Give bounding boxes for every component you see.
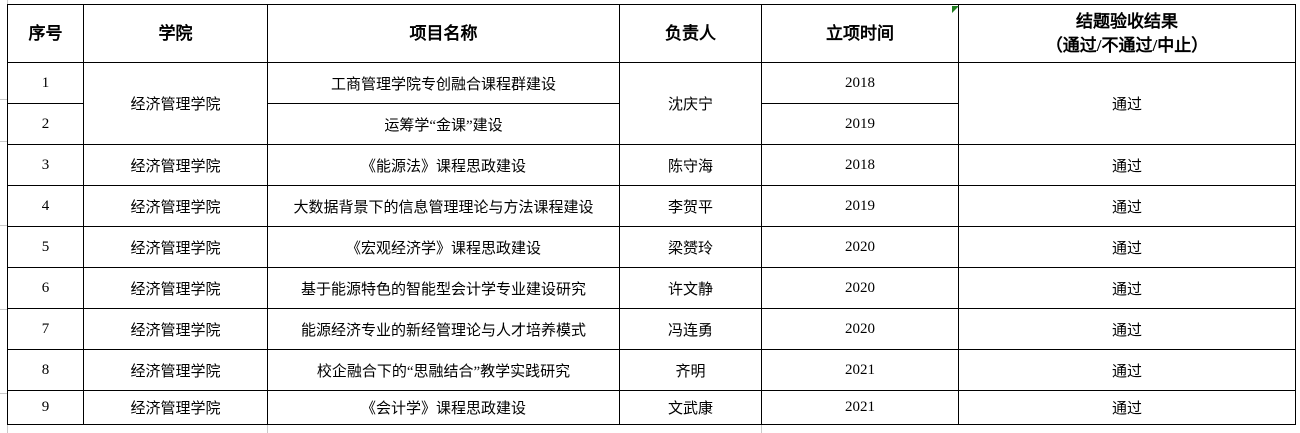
cell-college[interactable]: 经济管理学院 <box>83 267 268 309</box>
cell-year[interactable]: 2018 <box>761 144 959 186</box>
cell-leader[interactable]: 文武康 <box>619 390 762 425</box>
header-leader[interactable]: 负责人 <box>619 4 762 63</box>
cell-project[interactable]: 校企融合下的“思融结合”教学实践研究 <box>267 349 620 391</box>
gridline-stub <box>7 425 8 433</box>
table-row: 5 经济管理学院 《宏观经济学》课程思政建设 梁赟玲 2020 通过 <box>7 226 1296 268</box>
cell-year[interactable]: 2019 <box>761 185 959 227</box>
cell-index[interactable]: 8 <box>7 349 84 391</box>
gridline-stub <box>0 393 7 394</box>
header-result-line2: （通过/不通过/中止） <box>1045 35 1209 55</box>
gridline-stub <box>0 309 7 310</box>
table-row: 2 运筹学“金课”建设 2019 <box>7 103 1296 145</box>
cell-result[interactable]: 通过 <box>958 308 1296 350</box>
cell-result[interactable]: 通过 <box>958 390 1296 425</box>
cell-year[interactable]: 2018 <box>761 62 959 104</box>
cell-project[interactable]: 工商管理学院专创融合课程群建设 <box>267 62 620 104</box>
cell-result[interactable]: 通过 <box>958 349 1296 391</box>
cell-leader[interactable]: 许文静 <box>619 267 762 309</box>
header-college[interactable]: 学院 <box>83 4 268 63</box>
cell-year[interactable]: 2021 <box>761 349 959 391</box>
cell-year[interactable]: 2020 <box>761 226 959 268</box>
cell-index[interactable]: 9 <box>7 390 84 425</box>
gridline-stub <box>761 425 762 433</box>
cell-result[interactable]: 通过 <box>958 226 1296 268</box>
cell-project[interactable]: 运筹学“金课”建设 <box>267 103 620 145</box>
cell-index[interactable]: 6 <box>7 267 84 309</box>
cell-project[interactable]: 能源经济专业的新经管理论与人才培养模式 <box>267 308 620 350</box>
gridline-stub <box>7 0 8 4</box>
table-row: 8 经济管理学院 校企融合下的“思融结合”教学实践研究 齐明 2021 通过 <box>7 349 1296 391</box>
cell-index[interactable]: 4 <box>7 185 84 227</box>
cell-year[interactable]: 2020 <box>761 308 959 350</box>
header-year[interactable]: 立项时间 <box>761 4 959 63</box>
projects-table: 序号 学院 项目名称 负责人 立项时间 结题验收结果 （通过/不通过/中止） 1… <box>7 4 1296 425</box>
cell-college[interactable]: 经济管理学院 <box>83 144 268 186</box>
cell-error-indicator-icon <box>952 6 959 13</box>
cell-leader[interactable]: 李贺平 <box>619 185 762 227</box>
table-row: 4 经济管理学院 大数据背景下的信息管理理论与方法课程建设 李贺平 2019 通过 <box>7 185 1296 227</box>
gridline-stub <box>0 225 7 226</box>
cell-project[interactable]: 《宏观经济学》课程思政建设 <box>267 226 620 268</box>
cell-year[interactable]: 2020 <box>761 267 959 309</box>
header-result[interactable]: 结题验收结果 （通过/不通过/中止） <box>958 4 1296 63</box>
gridline-stub <box>0 141 7 142</box>
header-result-line1: 结题验收结果 <box>1076 11 1178 31</box>
table-row: 9 经济管理学院 《会计学》课程思政建设 文武康 2021 通过 <box>7 390 1296 425</box>
cell-college[interactable]: 经济管理学院 <box>83 62 268 145</box>
cell-project[interactable]: 基于能源特色的智能型会计学专业建设研究 <box>267 267 620 309</box>
table-body: 1 经济管理学院 工商管理学院专创融合课程群建设 沈庆宁 2018 通过 2 运筹学“金课”建… <box>7 62 1296 425</box>
cell-result[interactable]: 通过 <box>958 267 1296 309</box>
table-row: 1 经济管理学院 工商管理学院专创融合课程群建设 沈庆宁 2018 通过 <box>7 62 1296 145</box>
cell-result[interactable]: 通过 <box>958 144 1296 186</box>
cell-project[interactable]: 《会计学》课程思政建设 <box>267 390 620 425</box>
cell-result[interactable]: 通过 <box>958 62 1296 145</box>
table-row: 6 经济管理学院 基于能源特色的智能型会计学专业建设研究 许文静 2020 通过 <box>7 267 1296 309</box>
cell-index[interactable]: 3 <box>7 144 84 186</box>
header-project[interactable]: 项目名称 <box>267 4 620 63</box>
cell-project[interactable]: 《能源法》课程思政建设 <box>267 144 620 186</box>
cell-leader[interactable]: 冯连勇 <box>619 308 762 350</box>
cell-index[interactable]: 2 <box>7 103 84 145</box>
cell-college[interactable]: 经济管理学院 <box>83 226 268 268</box>
cell-college[interactable]: 经济管理学院 <box>83 308 268 350</box>
cell-year[interactable]: 2021 <box>761 390 959 425</box>
cell-college[interactable]: 经济管理学院 <box>83 390 268 425</box>
cell-index[interactable]: 7 <box>7 308 84 350</box>
gridline-stub <box>0 99 7 100</box>
cell-leader[interactable]: 齐明 <box>619 349 762 391</box>
gridline-stub <box>267 425 268 433</box>
cell-project[interactable]: 大数据背景下的信息管理理论与方法课程建设 <box>267 185 620 227</box>
table-row: 7 经济管理学院 能源经济专业的新经管理论与人才培养模式 冯连勇 2020 通过 <box>7 308 1296 350</box>
table-row: 3 经济管理学院 《能源法》课程思政建设 陈守海 2018 通过 <box>7 144 1296 186</box>
cell-college[interactable]: 经济管理学院 <box>83 349 268 391</box>
cell-result[interactable]: 通过 <box>958 185 1296 227</box>
cell-leader[interactable]: 梁赟玲 <box>619 226 762 268</box>
header-row: 序号 学院 项目名称 负责人 立项时间 结题验收结果 （通过/不通过/中止） <box>7 4 1296 63</box>
cell-leader[interactable]: 陈守海 <box>619 144 762 186</box>
cell-index[interactable]: 1 <box>7 62 84 104</box>
cell-college[interactable]: 经济管理学院 <box>83 185 268 227</box>
cell-leader[interactable]: 沈庆宁 <box>619 62 762 145</box>
cell-index[interactable]: 5 <box>7 226 84 268</box>
header-index[interactable]: 序号 <box>7 4 84 63</box>
cell-year[interactable]: 2019 <box>761 103 959 145</box>
